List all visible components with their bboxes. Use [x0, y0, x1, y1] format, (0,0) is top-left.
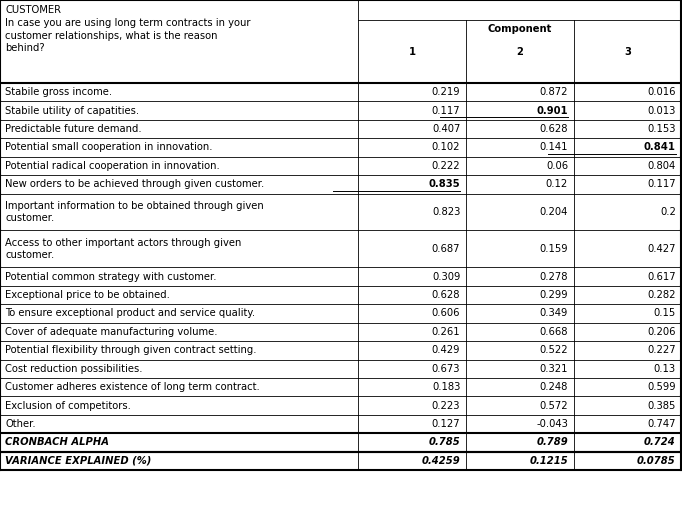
Text: 0.599: 0.599	[647, 382, 676, 392]
Text: Potential small cooperation in innovation.: Potential small cooperation in innovatio…	[5, 142, 213, 153]
Text: 0.016: 0.016	[647, 87, 676, 97]
Text: Exceptional price to be obtained.: Exceptional price to be obtained.	[5, 290, 170, 300]
Text: 0.668: 0.668	[539, 327, 568, 337]
Text: 0.1215: 0.1215	[529, 456, 568, 466]
Text: 0.102: 0.102	[432, 142, 460, 153]
Text: 0.261: 0.261	[432, 327, 460, 337]
Text: 0.385: 0.385	[647, 401, 676, 411]
Text: Predictable future demand.: Predictable future demand.	[5, 124, 142, 134]
Text: To ensure exceptional product and service quality.: To ensure exceptional product and servic…	[5, 308, 256, 318]
Text: VARIANCE EXPLAINED (%): VARIANCE EXPLAINED (%)	[5, 456, 152, 466]
Text: Potential radical cooperation in innovation.: Potential radical cooperation in innovat…	[5, 161, 220, 171]
Text: 0.127: 0.127	[432, 419, 460, 429]
Text: Customer adheres existence of long term contract.: Customer adheres existence of long term …	[5, 382, 261, 392]
Text: 0.204: 0.204	[539, 207, 568, 217]
Text: 0.15: 0.15	[653, 308, 676, 318]
Text: 3: 3	[624, 47, 631, 57]
Text: 0.429: 0.429	[432, 345, 460, 355]
Text: Other.: Other.	[5, 419, 36, 429]
Text: 0.617: 0.617	[647, 272, 676, 281]
Text: Important information to be obtained through given
customer.: Important information to be obtained thr…	[5, 201, 264, 223]
Text: 0.223: 0.223	[432, 401, 460, 411]
Text: 0.427: 0.427	[647, 244, 676, 254]
Text: 0.12: 0.12	[546, 179, 568, 189]
Text: 0.687: 0.687	[432, 244, 460, 254]
Text: 0.13: 0.13	[654, 364, 676, 374]
Text: 0.872: 0.872	[539, 87, 568, 97]
Text: Stabile gross income.: Stabile gross income.	[5, 87, 113, 97]
Text: Cover of adequate manufacturing volume.: Cover of adequate manufacturing volume.	[5, 327, 218, 337]
Text: 0.117: 0.117	[432, 105, 460, 116]
Text: 0.183: 0.183	[432, 382, 460, 392]
Text: 0.0785: 0.0785	[637, 456, 676, 466]
Text: Stabile utility of capatities.: Stabile utility of capatities.	[5, 105, 140, 116]
Text: 0.309: 0.309	[432, 272, 460, 281]
Text: 0.282: 0.282	[647, 290, 676, 300]
Text: 0.278: 0.278	[539, 272, 568, 281]
Text: 0.349: 0.349	[539, 308, 568, 318]
Text: 0.227: 0.227	[647, 345, 676, 355]
Text: 0.673: 0.673	[432, 364, 460, 374]
Text: 0.159: 0.159	[539, 244, 568, 254]
Text: 0.572: 0.572	[539, 401, 568, 411]
Text: 0.789: 0.789	[536, 438, 568, 448]
Text: -0.043: -0.043	[536, 419, 568, 429]
Text: 2: 2	[516, 47, 523, 57]
Text: 0.407: 0.407	[432, 124, 460, 134]
Text: 0.841: 0.841	[644, 142, 676, 153]
Text: CRONBACH ALPHA: CRONBACH ALPHA	[5, 438, 109, 448]
Text: 0.321: 0.321	[539, 364, 568, 374]
Text: 0.013: 0.013	[647, 105, 676, 116]
Text: 0.06: 0.06	[546, 161, 568, 171]
Text: 0.2: 0.2	[660, 207, 676, 217]
Text: New orders to be achieved through given customer.: New orders to be achieved through given …	[5, 179, 265, 189]
Text: 0.4259: 0.4259	[421, 456, 460, 466]
Text: Potential common strategy with customer.: Potential common strategy with customer.	[5, 272, 217, 281]
Text: Exclusion of competitors.: Exclusion of competitors.	[5, 401, 132, 411]
Text: 0.901: 0.901	[537, 105, 568, 116]
Text: 0.222: 0.222	[432, 161, 460, 171]
Text: CUSTOMER
In case you are using long term contracts in your
customer relationship: CUSTOMER In case you are using long term…	[5, 5, 251, 53]
Text: 0.823: 0.823	[432, 207, 460, 217]
Text: 0.153: 0.153	[647, 124, 676, 134]
Text: 0.785: 0.785	[428, 438, 460, 448]
Text: 0.219: 0.219	[432, 87, 460, 97]
Text: 1: 1	[409, 47, 415, 57]
Text: Cost reduction possibilities.: Cost reduction possibilities.	[5, 364, 143, 374]
Text: 0.299: 0.299	[539, 290, 568, 300]
Text: Component: Component	[488, 24, 552, 34]
Text: Potential flexibility through given contract setting.: Potential flexibility through given cont…	[5, 345, 257, 355]
Text: 0.835: 0.835	[429, 179, 460, 189]
Text: 0.141: 0.141	[539, 142, 568, 153]
Text: 0.206: 0.206	[647, 327, 676, 337]
Text: 0.248: 0.248	[539, 382, 568, 392]
Text: Access to other important actors through given
customer.: Access to other important actors through…	[5, 238, 242, 260]
Text: 0.628: 0.628	[432, 290, 460, 300]
Text: 0.628: 0.628	[539, 124, 568, 134]
Text: 0.522: 0.522	[539, 345, 568, 355]
Text: 0.747: 0.747	[647, 419, 676, 429]
Text: 0.606: 0.606	[432, 308, 460, 318]
Text: 0.724: 0.724	[644, 438, 676, 448]
Text: 0.804: 0.804	[648, 161, 676, 171]
Text: 0.117: 0.117	[647, 179, 676, 189]
